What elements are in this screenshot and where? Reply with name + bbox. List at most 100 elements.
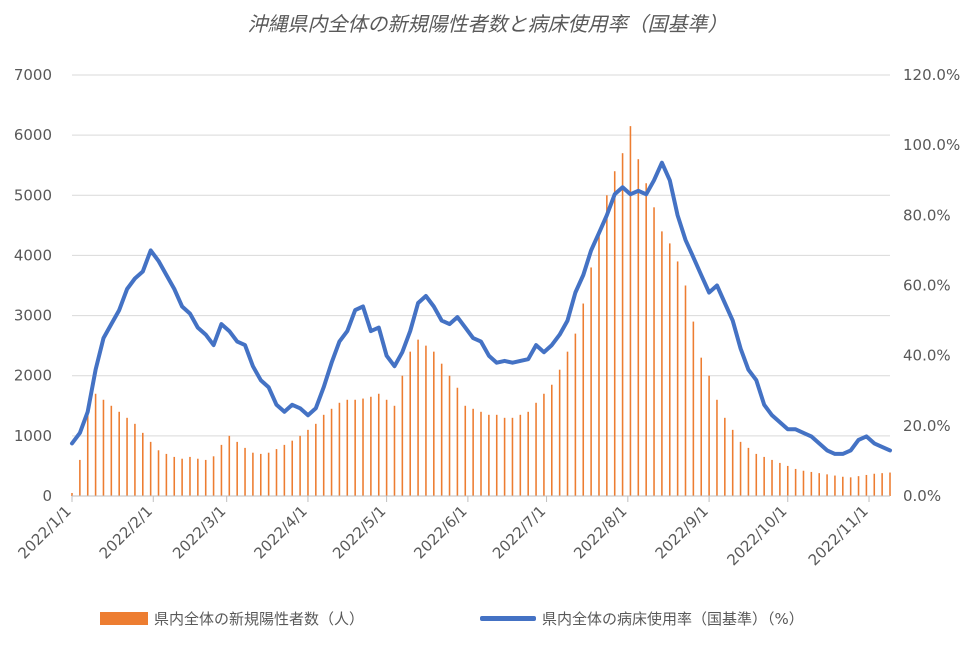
bar — [204, 459, 207, 496]
bar — [330, 408, 333, 496]
y-left-tick-label: 2000 — [14, 367, 52, 385]
bar — [94, 393, 97, 496]
bar — [275, 449, 278, 496]
bar — [747, 447, 750, 496]
bar — [362, 398, 364, 496]
bar — [739, 441, 742, 496]
y-right-tick-label: 100.0% — [903, 136, 960, 154]
bar — [857, 476, 860, 496]
bar — [511, 417, 514, 496]
bar — [464, 405, 467, 496]
bar — [700, 357, 703, 496]
bar — [708, 375, 710, 496]
y-left-tick-label: 7000 — [14, 66, 52, 84]
bar — [519, 414, 522, 496]
bar — [763, 456, 765, 496]
x-tick-label: 2022/8/1 — [570, 502, 630, 562]
bar — [661, 231, 663, 496]
bar — [433, 351, 435, 496]
bar — [417, 339, 419, 496]
bar — [456, 387, 459, 496]
bar — [252, 452, 254, 496]
bar — [228, 435, 231, 496]
bed-usage-line — [70, 160, 892, 456]
x-tick-label: 2022/4/1 — [250, 502, 310, 562]
bar — [338, 402, 341, 496]
bar — [448, 375, 451, 496]
bar — [724, 417, 726, 496]
bar — [212, 456, 215, 496]
bar — [551, 384, 553, 496]
bar — [668, 243, 671, 496]
bar — [794, 468, 797, 496]
bar — [267, 452, 270, 496]
bar — [173, 456, 176, 496]
bar — [307, 429, 309, 496]
bar — [637, 159, 640, 496]
bar — [393, 405, 396, 496]
bar — [189, 456, 191, 496]
bar — [558, 369, 561, 496]
y-left-tick-label: 6000 — [14, 126, 52, 144]
bar — [629, 126, 632, 496]
y-left-tick-label: 0 — [42, 487, 52, 505]
bar — [842, 476, 844, 496]
gridlines — [72, 74, 890, 437]
bar — [834, 475, 836, 496]
bar — [731, 429, 734, 496]
bar — [157, 450, 160, 496]
bar — [818, 473, 820, 496]
bar — [71, 492, 73, 496]
bar — [110, 405, 113, 496]
bar — [259, 453, 262, 496]
y-left-tick-label: 4000 — [14, 246, 52, 264]
bar — [244, 447, 246, 496]
x-tick-label: 2022/9/1 — [652, 502, 712, 562]
y-right-tick-label: 80.0% — [903, 206, 951, 224]
legend: 県内全体の新規陽性者数（人） 県内全体の病床使用率（国基準）（%） — [0, 608, 975, 636]
axes — [71, 495, 890, 502]
bar — [126, 417, 128, 496]
bar — [488, 414, 490, 496]
bar — [716, 399, 718, 496]
bar-series — [71, 126, 891, 497]
bar — [385, 399, 388, 496]
bar — [621, 153, 624, 496]
bar — [102, 399, 105, 496]
bar — [645, 183, 647, 496]
line-series — [70, 160, 892, 456]
bar — [322, 414, 325, 496]
x-tick-label: 2022/10/1 — [723, 502, 790, 569]
bar — [566, 351, 569, 496]
bar — [692, 321, 695, 496]
bar — [236, 441, 238, 496]
bar — [613, 171, 616, 496]
x-tick-label: 2022/3/1 — [169, 502, 229, 562]
y-right-tick-label: 0.0% — [903, 487, 941, 505]
bar — [440, 363, 443, 496]
bar — [574, 333, 577, 496]
bar — [118, 411, 120, 496]
bar — [590, 267, 592, 496]
x-tick-label: 2022/1/1 — [14, 502, 74, 562]
bar — [889, 472, 891, 496]
bar — [771, 459, 773, 496]
legend-label-bed-usage: 県内全体の病床使用率（国基準）（%） — [542, 610, 804, 628]
bar — [134, 423, 136, 496]
bar — [779, 462, 781, 496]
bar — [598, 231, 600, 496]
legend-label-new-cases: 県内全体の新規陽性者数（人） — [154, 610, 365, 628]
legend-item-bed-usage: 県内全体の病床使用率（国基準）（%） — [480, 608, 804, 629]
x-tick-label: 2022/6/1 — [410, 502, 470, 562]
bar — [849, 477, 852, 496]
bar — [755, 453, 758, 496]
bar — [873, 473, 876, 496]
bar — [653, 207, 655, 497]
bar — [527, 411, 529, 496]
bar — [535, 402, 537, 496]
x-tick-label: 2022/11/1 — [805, 502, 872, 569]
y-left-tick-label: 1000 — [14, 427, 52, 445]
bar — [315, 423, 317, 496]
bar — [865, 474, 868, 496]
bar — [142, 432, 144, 496]
